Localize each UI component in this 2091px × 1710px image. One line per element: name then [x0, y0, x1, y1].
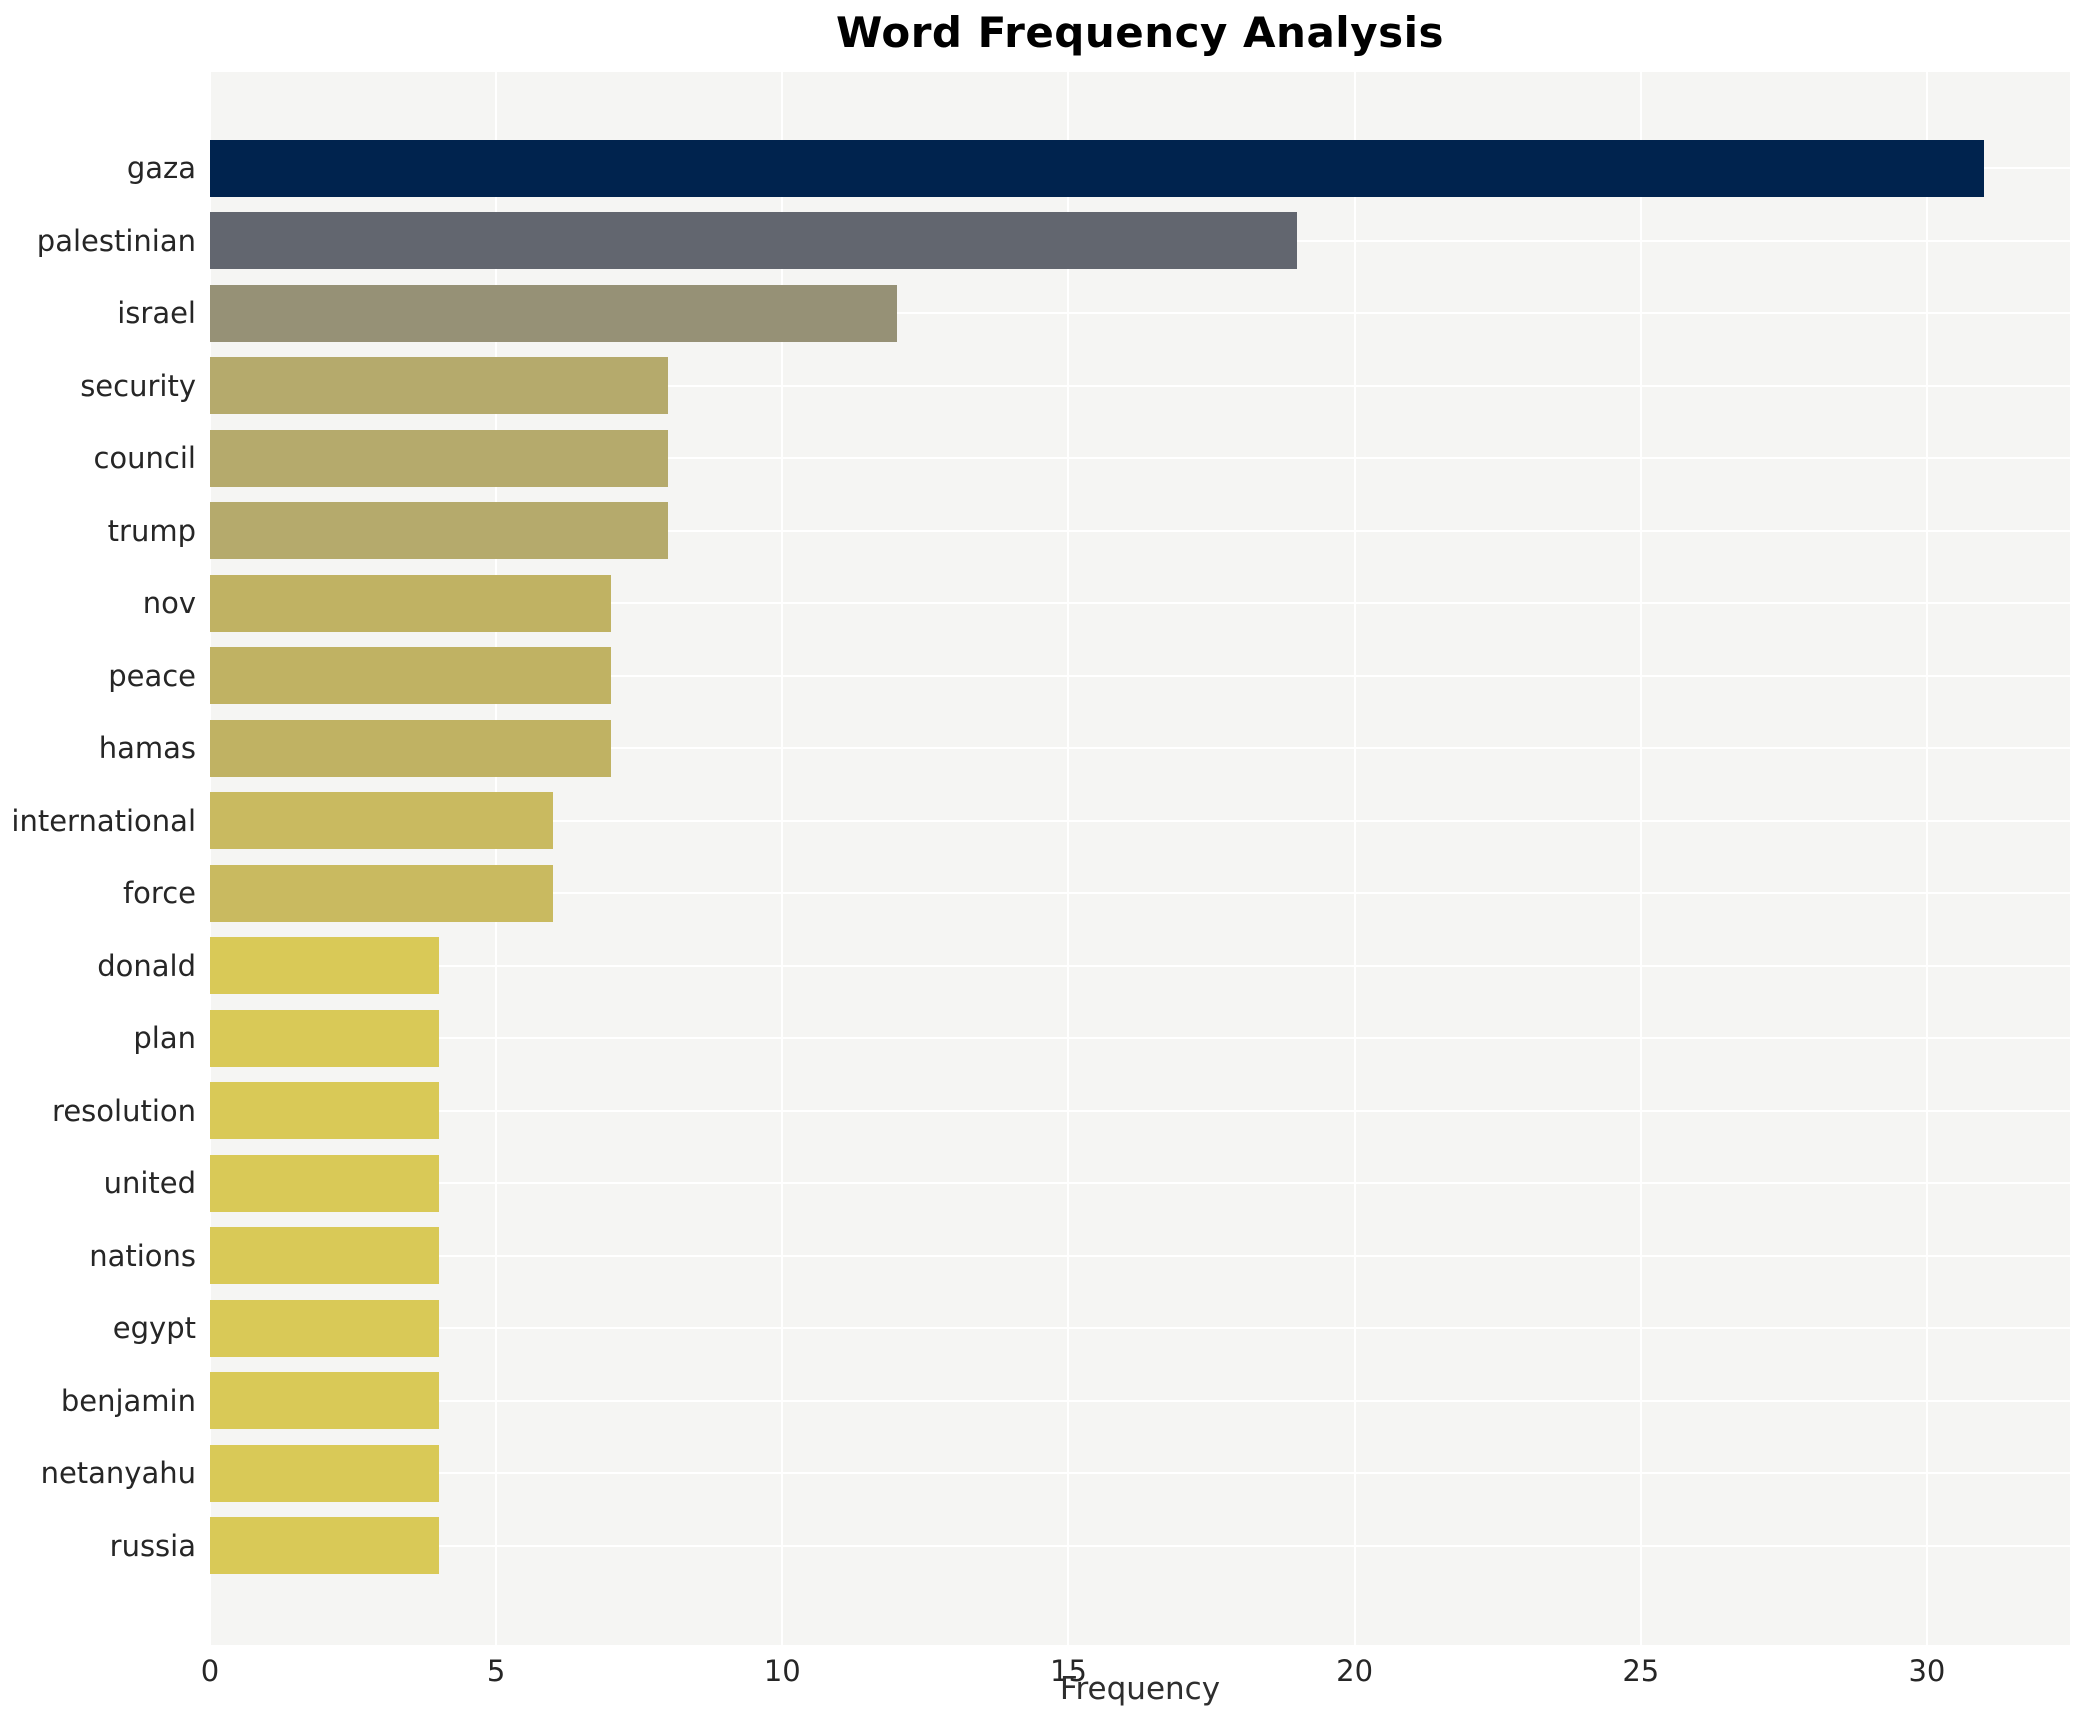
y-tick-label-united: united: [103, 1166, 196, 1201]
y-tick-label-trump: trump: [107, 513, 196, 548]
bar-international: [210, 792, 554, 850]
y-tick-label-benjamin: benjamin: [60, 1383, 196, 1418]
bar-donald: [210, 937, 439, 995]
bar-palestinian: [210, 212, 1298, 270]
bar-peace: [210, 647, 611, 705]
y-tick-label-hamas: hamas: [98, 731, 196, 766]
x-tick-label-0: 0: [200, 1654, 220, 1688]
x-axis-label: Frequency: [1059, 1671, 1221, 1707]
horizontal-gridline-force: [210, 892, 2070, 895]
bar-netanyahu: [210, 1444, 439, 1502]
horizontal-gridline-international: [210, 819, 2070, 822]
x-tick-label-30: 30: [1908, 1654, 1946, 1688]
horizontal-gridline-security: [210, 384, 2070, 387]
bar-israel: [210, 284, 897, 342]
y-tick-label-egypt: egypt: [112, 1311, 196, 1346]
bar-russia: [210, 1517, 439, 1575]
horizontal-gridline-resolution: [210, 1109, 2070, 1112]
horizontal-gridline-council: [210, 457, 2070, 460]
bar-trump: [210, 502, 668, 560]
y-tick-label-security: security: [80, 368, 196, 403]
y-tick-label-council: council: [93, 441, 196, 476]
horizontal-gridline-hamas: [210, 747, 2070, 750]
bar-council: [210, 429, 668, 487]
y-tick-label-force: force: [122, 876, 196, 911]
horizontal-gridline-trump: [210, 529, 2070, 532]
bar-nov: [210, 574, 611, 632]
horizontal-gridline-netanyahu: [210, 1472, 2070, 1475]
bar-plan: [210, 1009, 439, 1067]
bar-nations: [210, 1227, 439, 1285]
y-tick-label-nations: nations: [89, 1238, 196, 1273]
x-tick-label-5: 5: [486, 1654, 506, 1688]
y-tick-label-resolution: resolution: [52, 1093, 196, 1128]
y-tick-label-palestinian: palestinian: [36, 223, 196, 258]
x-tick-label-15: 15: [1050, 1654, 1087, 1688]
bar-hamas: [210, 719, 611, 777]
bar-egypt: [210, 1299, 439, 1357]
bar-security: [210, 357, 668, 415]
horizontal-gridline-united: [210, 1182, 2070, 1185]
horizontal-gridline-plan: [210, 1037, 2070, 1040]
horizontal-gridline-egypt: [210, 1327, 2070, 1330]
vertical-gridline-10: [781, 72, 784, 1645]
vertical-gridline-15: [1067, 72, 1070, 1645]
y-tick-label-gaza: gaza: [126, 151, 196, 186]
bar-benjamin: [210, 1372, 439, 1430]
chart-title: Word Frequency Analysis: [836, 8, 1444, 57]
vertical-gridline-30: [1925, 72, 1928, 1645]
plot-area: [210, 72, 2070, 1645]
y-tick-label-israel: israel: [117, 296, 196, 331]
horizontal-gridline-russia: [210, 1544, 2070, 1547]
y-tick-label-peace: peace: [108, 658, 196, 693]
x-tick-label-25: 25: [1622, 1654, 1660, 1688]
y-tick-label-donald: donald: [97, 948, 196, 983]
bar-resolution: [210, 1082, 439, 1140]
bar-force: [210, 864, 554, 922]
horizontal-gridline-donald: [210, 964, 2070, 967]
vertical-gridline-25: [1639, 72, 1642, 1645]
y-tick-label-netanyahu: netanyahu: [40, 1456, 196, 1491]
vertical-gridline-20: [1353, 72, 1356, 1645]
horizontal-gridline-benjamin: [210, 1399, 2070, 1402]
horizontal-gridline-israel: [210, 312, 2070, 315]
y-tick-label-international: international: [11, 803, 196, 838]
horizontal-gridline-nov: [210, 602, 2070, 605]
bar-gaza: [210, 139, 1985, 197]
vertical-gridline-0: [210, 72, 211, 1645]
horizontal-gridline-nations: [210, 1254, 2070, 1257]
y-tick-label-nov: nov: [142, 586, 196, 621]
x-tick-label-20: 20: [1336, 1654, 1374, 1688]
x-tick-label-10: 10: [763, 1654, 801, 1688]
horizontal-gridline-peace: [210, 674, 2070, 677]
bar-united: [210, 1154, 439, 1212]
vertical-gridline-5: [495, 72, 498, 1645]
y-tick-label-russia: russia: [109, 1528, 196, 1563]
y-tick-label-plan: plan: [133, 1021, 196, 1056]
